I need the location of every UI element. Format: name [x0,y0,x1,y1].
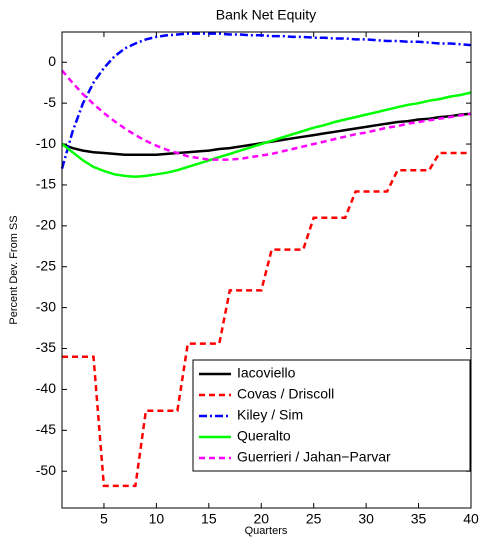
x-tick-label: 10 [149,511,165,527]
y-tick-label: -40 [36,380,56,396]
y-tick-label: -15 [36,176,56,192]
series-line [62,151,471,488]
y-tick-label: -5 [44,94,57,110]
y-tick-label: -25 [36,257,56,273]
y-tick-label: -35 [36,339,56,355]
legend-label: Queralto [237,428,291,444]
x-tick-label: 15 [201,511,217,527]
x-tick-label: 30 [358,511,374,527]
legend-label: Guerrieri / Jahan−Parvar [237,449,391,465]
series-line [61,69,472,161]
legend-label: Covas / Driscoll [237,386,334,402]
x-tick-label: 35 [411,511,427,527]
x-tick-label: 40 [463,511,479,527]
y-axis-label: Percent Dev. From SS [8,215,20,324]
y-tick-label: -10 [36,135,56,151]
series-line [60,32,472,169]
legend-label: Iacoviello [237,365,296,381]
axes-box [61,31,472,509]
x-tick-label: 5 [100,511,108,527]
legend-label: Kiley / Sim [237,407,303,423]
x-tick-label: 25 [306,511,322,527]
x-tick-label: 20 [253,511,269,527]
plot-area: 5 10 15 20 25 30 35 40 0 -5 -10 -15 -20 -25 -30 -35 -40 -… [36,32,479,527]
legend-box [192,359,471,472]
y-tick-label: -30 [36,298,56,314]
chart-title: Bank Net Equity [216,7,316,23]
y-tick-label: -45 [36,421,56,437]
y-tick-label: -20 [36,217,56,233]
y-tick-label: -50 [36,462,56,478]
y-tick-label: 0 [48,53,56,69]
series-line [61,91,472,179]
x-axis-label: Quarters [245,525,288,537]
